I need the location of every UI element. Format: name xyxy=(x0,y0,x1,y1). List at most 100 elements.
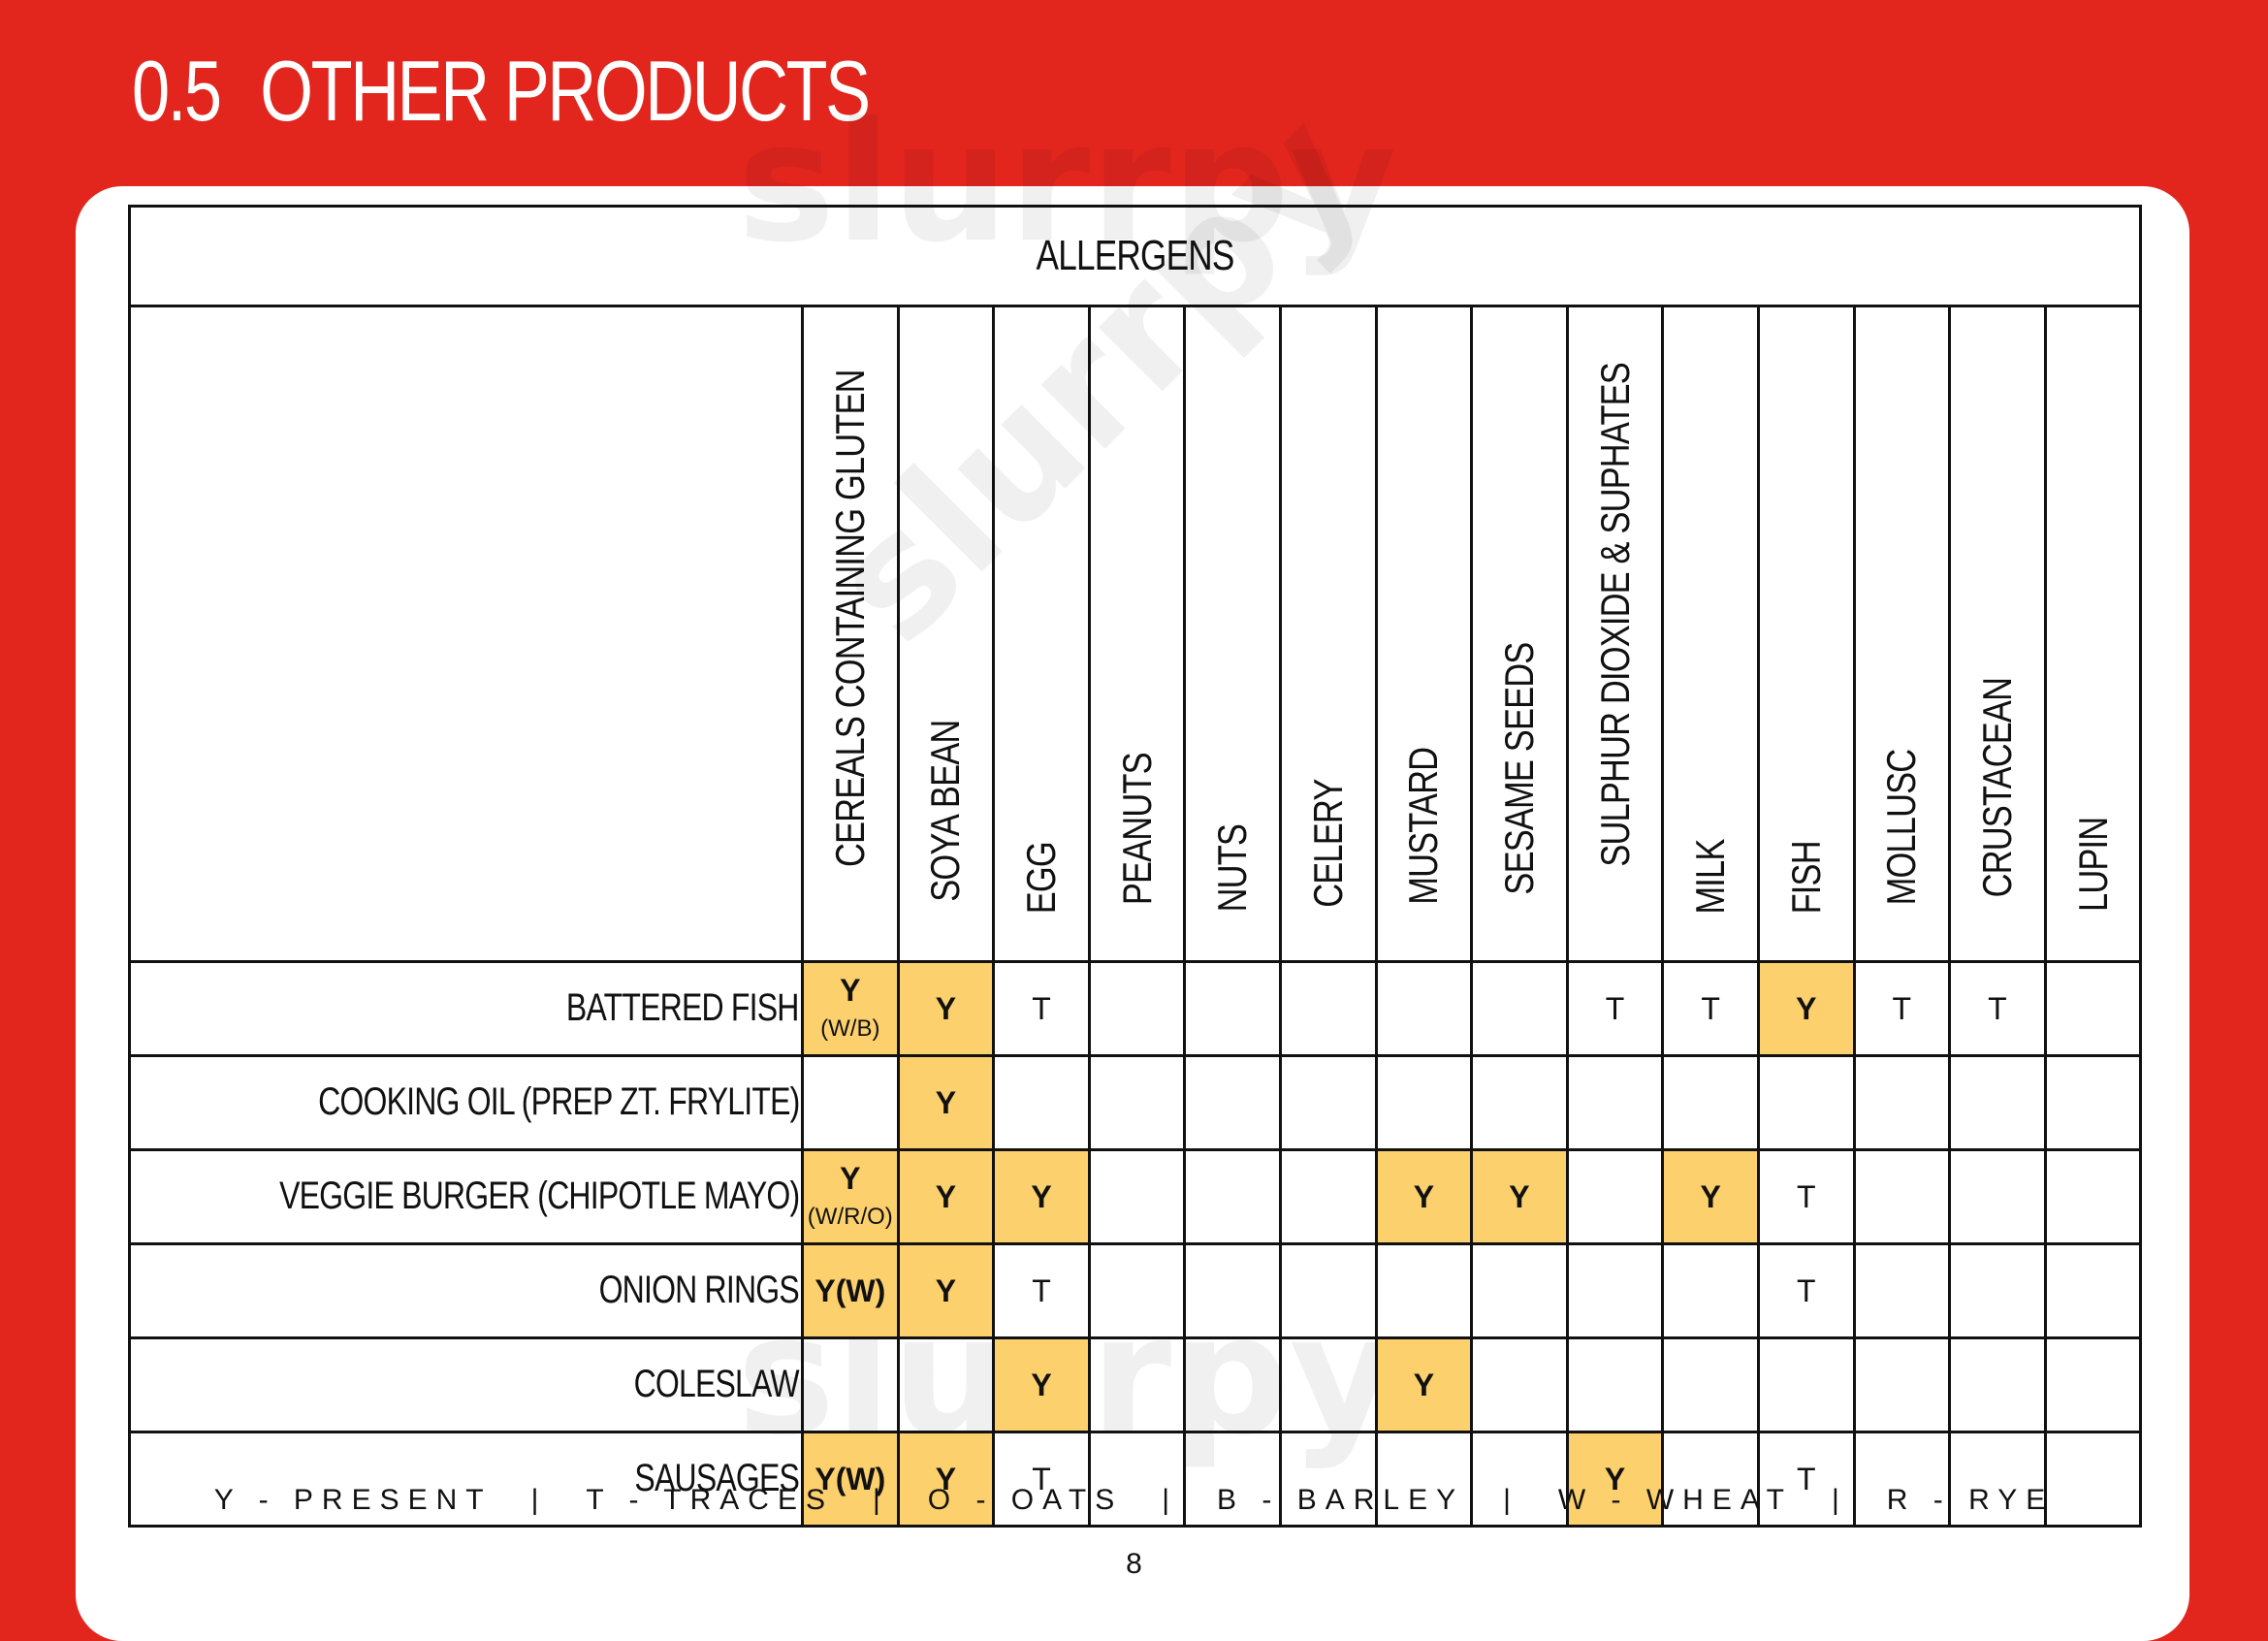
column-label: SESAME SEEDS xyxy=(1495,642,1542,895)
table-row: COOKING OIL (PREP ZT. FRYLITE) Y xyxy=(128,1053,2143,1151)
allergen-cell-mollusc xyxy=(1852,1241,1952,1339)
present-marker: Y xyxy=(1604,1461,1626,1496)
allergen-cell-nuts xyxy=(1183,1430,1282,1528)
column-header-mustard: MUSTARD xyxy=(1374,305,1474,963)
legend-separator: | xyxy=(872,1484,889,1516)
allergen-cell-soya-bean: Y xyxy=(896,959,996,1057)
allergen-cell-sulphur-dioxide-and-suphates xyxy=(1565,1053,1665,1151)
allergen-cell-peanuts xyxy=(1087,1335,1187,1433)
allergen-cell-soya-bean: Y xyxy=(896,1430,996,1528)
present-marker: Y xyxy=(935,1178,957,1214)
legend-separator: | xyxy=(1503,1484,1519,1516)
column-label: LUPIN xyxy=(2069,817,2116,913)
traces-marker: T xyxy=(1988,990,2007,1026)
allergen-cell-celery xyxy=(1278,1147,1378,1245)
legend-separator: | xyxy=(1162,1484,1179,1516)
allergen-cell-fish: T xyxy=(1756,1241,1856,1339)
allergen-cell-sesame-seeds: Y xyxy=(1470,1147,1569,1245)
present-marker: Y xyxy=(1509,1178,1530,1214)
allergen-cell-nuts xyxy=(1183,1147,1282,1245)
allergen-cell-egg xyxy=(992,1053,1091,1151)
allergen-cell-sesame-seeds xyxy=(1470,1241,1569,1339)
allergen-cell-peanuts xyxy=(1087,1053,1187,1151)
allergen-cell-mollusc xyxy=(1852,1430,1952,1528)
section-title: OTHER PRODUCTS xyxy=(260,43,871,139)
traces-marker: T xyxy=(1605,990,1625,1026)
allergen-cell-celery xyxy=(1278,1430,1378,1528)
allergens-header: ALLERGENS xyxy=(127,205,2143,307)
allergen-cell-celery xyxy=(1278,1053,1378,1151)
column-label: EGG xyxy=(1017,842,1064,915)
present-marker: Y xyxy=(935,1461,957,1496)
allergen-table-body: BATTERED FISH Y (W/B) Y T T T Y T T COOKING OIL (P… xyxy=(128,959,2143,1528)
column-label: CRUSTACEAN xyxy=(1973,678,2020,898)
column-header-mollusc: MOLLUSC xyxy=(1852,305,1952,963)
present-marker: Y xyxy=(1031,1367,1052,1402)
product-name: COOKING OIL (PREP ZT. FRYLITE) xyxy=(128,1053,804,1151)
allergen-cell-celery xyxy=(1278,959,1378,1057)
present-marker: Y xyxy=(1413,1178,1435,1214)
allergen-cell-crustacean xyxy=(1948,1241,2047,1339)
traces-marker: T xyxy=(1796,1461,1816,1496)
column-header-nuts: NUTS xyxy=(1183,305,1282,963)
allergen-cell-peanuts xyxy=(1087,1430,1187,1528)
allergen-cell-milk xyxy=(1661,1053,1760,1151)
allergen-cell-soya-bean: Y xyxy=(896,1147,996,1245)
allergen-table: ALLERGENS CEREALS CONTAINING GLUTEN SOYA … xyxy=(127,205,2143,1528)
legend: Y - PRESENT | T - TRACES | O - OATS | B - BARL… xyxy=(0,1484,2268,1517)
allergen-cell-cereals-containing-gluten: Y (W/R/O) xyxy=(801,1147,900,1245)
allergen-cell-cereals-containing-gluten: Y(W) xyxy=(801,1430,900,1528)
allergen-cell-sulphur-dioxide-and-suphates xyxy=(1565,1335,1665,1433)
product-name: BATTERED FISH xyxy=(128,959,804,1057)
column-header-sulphur-dioxide-and-suphates: SULPHUR DIOXIDE & SUPHATES xyxy=(1565,305,1665,963)
traces-marker: T xyxy=(1032,1461,1051,1496)
column-label: SULPHUR DIOXIDE & SUPHATES xyxy=(1591,363,1638,867)
column-header-fish: FISH xyxy=(1756,305,1856,963)
present-marker: Y xyxy=(935,1272,957,1308)
allergen-cell-crustacean xyxy=(1948,1430,2047,1528)
allergen-cell-crustacean: T xyxy=(1948,959,2047,1057)
allergen-cell-egg: Y xyxy=(992,1335,1091,1433)
allergen-cell-peanuts xyxy=(1087,1147,1187,1245)
allergen-cell-sulphur-dioxide-and-suphates xyxy=(1565,1147,1665,1245)
present-marker: Y xyxy=(935,1084,957,1120)
allergen-cell-celery xyxy=(1278,1241,1378,1339)
legend-item: W - WHEAT xyxy=(1557,1484,1793,1516)
allergen-cell-fish xyxy=(1756,1053,1856,1151)
allergen-cell-mollusc xyxy=(1852,1053,1952,1151)
column-header-milk: MILK xyxy=(1661,305,1760,963)
column-label: CELERY xyxy=(1304,779,1351,909)
column-header-peanuts: PEANUTS xyxy=(1087,305,1187,963)
allergen-cell-lupin xyxy=(2043,1241,2143,1339)
legend-separator: | xyxy=(530,1484,548,1516)
allergen-cell-mustard xyxy=(1374,1053,1474,1151)
traces-marker: T xyxy=(1892,990,1912,1026)
product-name: COLESLAW xyxy=(128,1335,804,1433)
column-header-crustacean: CRUSTACEAN xyxy=(1948,305,2047,963)
allergen-cell-soya-bean xyxy=(896,1335,996,1433)
legend-item: B - BARLEY xyxy=(1217,1484,1465,1516)
allergen-cell-sesame-seeds xyxy=(1470,1430,1569,1528)
legend-item: O - OATS xyxy=(927,1484,1124,1516)
allergen-cell-sesame-seeds xyxy=(1470,1335,1569,1433)
section-number: 0.5 xyxy=(132,43,222,139)
allergen-cell-celery xyxy=(1278,1335,1378,1433)
allergen-cell-nuts xyxy=(1183,1053,1282,1151)
allergen-cell-crustacean xyxy=(1948,1053,2047,1151)
present-marker: Y xyxy=(1413,1367,1435,1402)
allergen-cell-mustard xyxy=(1374,1430,1474,1528)
allergen-cell-cereals-containing-gluten xyxy=(801,1053,900,1151)
allergen-cell-milk xyxy=(1661,1241,1760,1339)
traces-marker: T xyxy=(1032,990,1051,1026)
column-label: CEREALS CONTAINING GLUTEN xyxy=(826,370,873,868)
traces-marker: T xyxy=(1796,1178,1816,1214)
column-label: MILK xyxy=(1687,839,1734,915)
present-marker: Y xyxy=(1700,1178,1721,1214)
allergen-cell-cereals-containing-gluten: Y(W) xyxy=(801,1241,900,1339)
column-header-row: CEREALS CONTAINING GLUTEN SOYA BEAN EGG PEA… xyxy=(128,305,2143,963)
allergen-cell-egg: T xyxy=(992,1430,1091,1528)
product-name: ONION RINGS xyxy=(128,1241,804,1339)
allergen-cell-mollusc xyxy=(1852,1335,1952,1433)
allergen-cell-mustard xyxy=(1374,959,1474,1057)
present-marker: Y(W) xyxy=(815,1272,886,1308)
